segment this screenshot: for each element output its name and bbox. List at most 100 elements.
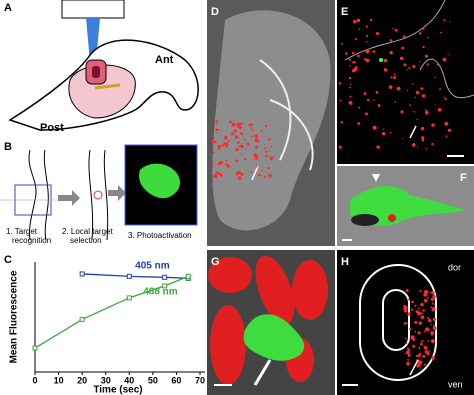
red-dot [418,347,421,349]
red-dot [234,135,239,139]
red-cell [210,305,246,385]
panel-letter: F [460,172,467,184]
x-tick-label: 30 [101,375,111,385]
red-dot [422,27,425,30]
red-dot [443,19,446,22]
red-dot [406,361,410,366]
red-dot [422,46,425,49]
red-dot [449,21,451,23]
red-dot [419,60,421,63]
red-dot [404,306,407,308]
label-dor: dor [448,262,461,272]
red-dot [431,290,435,295]
red-dot [445,135,448,138]
red-dot [430,339,435,343]
red-dot [233,129,237,133]
red-dot [268,138,271,141]
red-dot [426,296,429,299]
x-tick-label: 50 [148,375,158,385]
red-dot [217,147,220,150]
red-dot [351,51,355,55]
red-dot [211,140,214,144]
red-dot [430,306,433,309]
red-dot [422,309,425,312]
red-dot [365,40,368,43]
red-dot [434,76,436,79]
red-dot [267,166,270,170]
green-cell [350,185,465,226]
red-dot [349,95,352,98]
red-dot [355,65,358,68]
red-dot [388,85,393,90]
red-cell [208,257,252,293]
arrow [108,185,126,201]
arrow [251,165,259,181]
red-dot [401,46,405,50]
red-dot [357,122,361,125]
panel-h: H dor ven [337,250,474,395]
red-dot [415,354,419,358]
embryo-zoom [88,149,109,241]
red-dot [217,161,222,166]
red-dot [237,141,240,144]
red-dot [393,73,396,76]
red-cell [388,214,396,222]
red-dot [428,350,431,353]
arrow [58,190,80,206]
panel-e: E [337,0,474,164]
step-label: 2. Local target [62,227,113,236]
panel-letter: G [211,256,220,268]
red-dot [253,153,258,158]
red-dot [377,104,381,107]
red-dot [418,321,423,325]
red-dot [447,53,449,56]
red-dot [383,58,388,63]
red-dot [248,124,251,127]
red-dot [404,352,407,354]
red-dot [431,123,435,127]
step-label: recognition [12,236,51,245]
red-dot [369,18,373,22]
red-dot [427,339,429,342]
green-cell [379,58,383,62]
red-dot [432,324,435,327]
panel-a: A Ant Post [4,0,199,134]
red-dot [353,67,358,72]
red-dot [213,140,217,144]
red-dot [250,123,253,126]
red-dot [358,106,361,109]
red-dot [215,171,219,175]
red-dot [240,152,243,155]
red-dot [412,64,416,69]
red-dot [403,63,407,67]
red-dot [225,142,229,146]
red-dot [405,342,408,345]
red-dot [353,20,357,24]
red-dot [390,76,393,79]
red-dot [212,138,215,141]
arrow [409,359,419,376]
red-dot [402,138,404,140]
red-dot [420,315,425,320]
red-dot [406,89,409,91]
red-dot [424,54,428,58]
red-dot [268,173,272,178]
red-dot [424,289,428,294]
red-dot [349,65,351,67]
red-dot [372,125,377,130]
red-dot [410,335,415,340]
red-dot [407,353,411,357]
step-label: 3. Photoactivation [128,231,192,240]
red-dot [418,311,421,314]
red-dot [376,145,380,149]
red-dot [447,128,452,132]
red-dot [225,159,227,162]
red-dot [225,145,228,148]
red-dot [411,83,414,85]
red-dot [444,121,449,126]
red-dot [231,132,235,136]
red-dot [417,146,419,148]
red-dot [414,320,418,324]
red-dot [432,317,436,321]
red-dot [240,132,244,136]
